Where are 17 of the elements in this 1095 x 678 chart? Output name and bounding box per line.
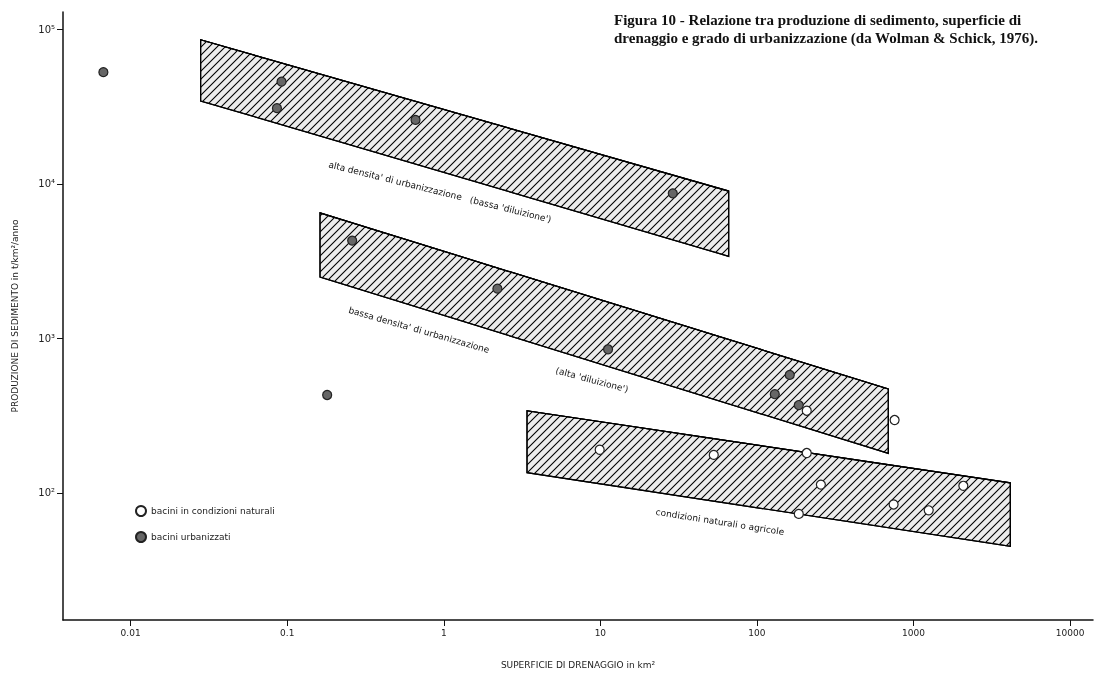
y-axis-title: PRODUZIONE DI SEDIMENTO in t/km²/anno <box>9 218 20 413</box>
x-axis-title: SUPERFICIE DI DRENAGGIO in km² <box>500 659 656 670</box>
y-tick-label: 10³ <box>38 332 55 344</box>
legend-label: bacini in condizioni naturali <box>151 506 275 516</box>
x-tick-label: 1000 <box>902 627 926 638</box>
y-tick-label: 10² <box>38 487 55 499</box>
x-tick-label: 0.01 <box>120 627 141 638</box>
legend-label: bacini urbanizzati <box>151 532 231 542</box>
x-tick-label: 100 <box>748 627 766 638</box>
annotation: condizioni naturali o agricole <box>655 506 786 538</box>
y-tick-label: 10⁴ <box>38 178 55 190</box>
x-tick-label: 1 <box>440 627 447 638</box>
y-tick-label: 10⁵ <box>38 24 55 36</box>
x-tick-label: 10 <box>594 627 607 638</box>
x-tick-label: 10000 <box>1055 627 1085 638</box>
x-tick-label: 0.1 <box>280 627 295 638</box>
text: Figura 10 - Relazione tra produzione di sedimento, superficie di drenaggio e grado di urbanizzazione (da Wolman & Schick, 1976). <box>614 12 1039 47</box>
